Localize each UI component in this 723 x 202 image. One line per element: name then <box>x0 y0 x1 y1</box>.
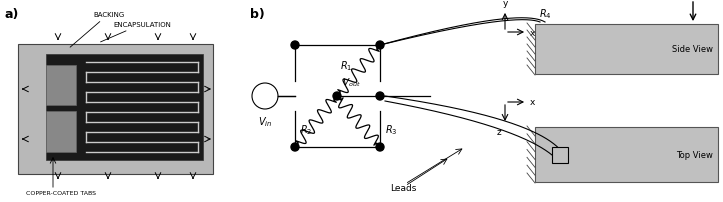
Text: ENCAPSULATION: ENCAPSULATION <box>100 22 171 43</box>
Text: $R_4$: $R_4$ <box>539 7 552 21</box>
Circle shape <box>376 42 384 50</box>
Text: x: x <box>530 98 535 107</box>
Text: b): b) <box>250 8 265 21</box>
Text: $V_{out}$: $V_{out}$ <box>342 76 361 88</box>
Circle shape <box>291 42 299 50</box>
Text: Leads: Leads <box>390 183 416 192</box>
Text: Top View: Top View <box>676 150 713 159</box>
Text: BACKING: BACKING <box>70 12 124 48</box>
Text: $R_2$: $R_2$ <box>300 123 312 137</box>
Bar <box>46 65 76 105</box>
Circle shape <box>291 143 299 151</box>
Bar <box>18 45 213 174</box>
Text: z: z <box>496 127 501 136</box>
Text: y: y <box>502 0 508 8</box>
Circle shape <box>376 93 384 101</box>
Bar <box>552 147 568 163</box>
Circle shape <box>376 143 384 151</box>
Bar <box>46 112 76 152</box>
Text: $V_{in}$: $V_{in}$ <box>258 115 272 128</box>
Text: COPPER-COATED TABS: COPPER-COATED TABS <box>26 190 96 195</box>
Bar <box>535 127 718 182</box>
Text: a): a) <box>4 8 18 21</box>
Circle shape <box>333 93 341 101</box>
Bar <box>46 55 203 160</box>
Bar <box>535 25 718 75</box>
Text: Side View: Side View <box>672 45 713 54</box>
Text: x: x <box>530 28 535 37</box>
Text: $R_3$: $R_3$ <box>385 123 398 137</box>
Text: $R_1$: $R_1$ <box>340 59 352 73</box>
